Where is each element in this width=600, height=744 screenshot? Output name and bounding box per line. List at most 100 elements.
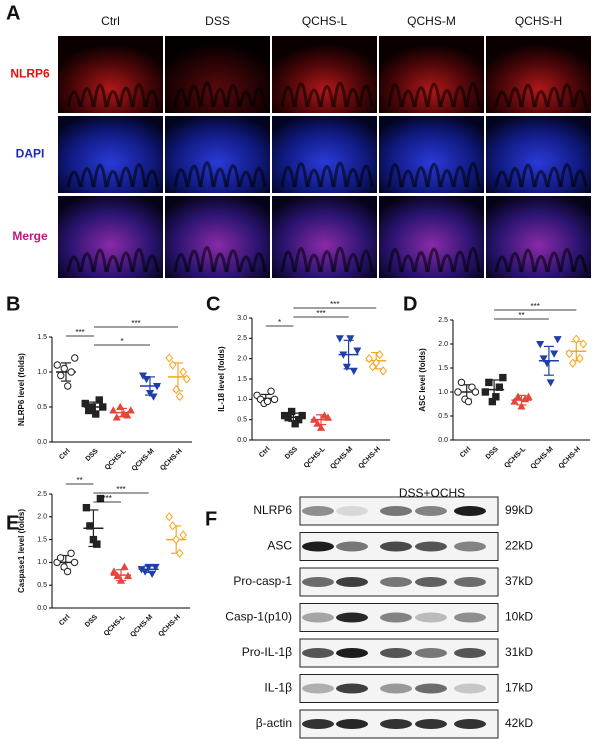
data-point — [56, 554, 65, 562]
tissue-fold — [494, 255, 510, 273]
y-tick-label: 2.5 — [237, 335, 247, 342]
tissue-fold — [173, 88, 189, 108]
size-label: 37kD — [505, 574, 533, 588]
dot-plot: D 0.0 0.5 1.0 1.5 2.0 2.5 ASC level (folds) Ctrl… — [403, 293, 590, 471]
row-label: NLRP6 — [10, 67, 50, 81]
tissue-fold — [186, 249, 202, 273]
data-point — [168, 360, 177, 370]
significance-label: *** — [103, 494, 112, 503]
data-point — [92, 410, 100, 418]
protein-label: Pro-IL-1β — [242, 645, 292, 659]
tissue-fold — [387, 163, 403, 188]
data-point — [335, 335, 344, 343]
y-axis-label: IL-18 level (folds) — [217, 346, 226, 412]
data-point — [123, 571, 133, 580]
blot-band — [302, 612, 334, 623]
data-point — [579, 339, 588, 349]
data-point — [339, 351, 348, 359]
tissue-fold — [251, 167, 267, 188]
data-point — [517, 402, 526, 410]
y-tick-label: 2.0 — [37, 514, 47, 521]
dot-plot: E 0.0 0.5 1.0 1.5 2.0 2.5 Caspase1 level (folds… — [6, 476, 190, 639]
data-point — [123, 411, 132, 419]
data-point — [142, 375, 151, 384]
micrograph — [272, 36, 377, 113]
panel-letter: F — [205, 508, 217, 530]
data-point — [471, 388, 480, 396]
data-point — [152, 382, 162, 391]
tissue-fold — [225, 164, 241, 188]
tissue-fold — [92, 83, 108, 108]
blot-band — [415, 506, 447, 516]
x-tick-label: Ctrl — [258, 446, 272, 460]
data-point — [485, 378, 493, 387]
tissue-fold — [413, 166, 429, 188]
data-point — [284, 413, 292, 422]
tissue-fold — [293, 82, 309, 108]
tissue-fold — [225, 249, 241, 273]
size-label: 17kD — [505, 681, 533, 695]
blot-band — [454, 541, 486, 552]
data-point — [365, 354, 374, 364]
x-tick-label: QCHS-L — [303, 445, 327, 469]
tissue-fold — [212, 252, 228, 273]
tissue-fold — [212, 87, 228, 108]
tissue-fold — [559, 83, 575, 108]
blot-band — [380, 648, 412, 658]
tissue-fold — [400, 89, 416, 108]
tissue-fold — [186, 164, 202, 188]
y-axis-label: NLRP6 level (folds) — [17, 353, 26, 426]
blot-frame — [299, 674, 499, 703]
x-tick-label: QCHS-H — [558, 446, 582, 470]
tissue-fold — [105, 170, 121, 188]
data-point — [168, 521, 177, 531]
blot-band — [302, 648, 334, 658]
tissue-fold — [439, 89, 455, 108]
significance-label: *** — [316, 309, 325, 318]
tissue-fold — [413, 251, 429, 273]
tissue-fold — [345, 253, 361, 273]
tissue-fold — [92, 163, 108, 188]
data-point — [86, 522, 94, 530]
significance-label: * — [120, 337, 123, 346]
tissue-fold — [507, 167, 523, 188]
data-point — [93, 540, 101, 548]
data-point — [320, 411, 329, 419]
micrograph — [272, 196, 377, 278]
y-tick-label: 2.5 — [37, 491, 47, 498]
tissue-fold — [144, 169, 160, 188]
data-point — [175, 391, 184, 402]
tissue-fold — [345, 168, 361, 188]
data-point — [99, 403, 107, 411]
data-point — [172, 534, 181, 545]
blot-band — [415, 577, 447, 587]
y-tick-label: 1.0 — [37, 369, 47, 376]
tissue-fold — [199, 246, 215, 273]
tissue-fold — [306, 253, 322, 273]
data-point — [71, 354, 79, 362]
tissue-fold — [358, 164, 374, 188]
tissue-fold — [465, 247, 481, 273]
column-label: QCHS-M — [407, 14, 456, 28]
tissue-fold — [332, 161, 348, 188]
y-axis-label: ASC level (folds) — [418, 348, 427, 412]
x-tick-label: DSS — [85, 448, 100, 463]
protein-label: β-actin — [256, 716, 292, 730]
y-tick-label: 2.0 — [237, 356, 247, 363]
protein-label: NLRP6 — [253, 503, 292, 517]
x-tick-label: QCHS-H — [157, 614, 181, 638]
data-point — [524, 392, 533, 400]
data-point — [287, 407, 296, 416]
data-point — [53, 361, 61, 369]
significance-label: ** — [76, 476, 82, 485]
y-tick-label: 0.5 — [438, 413, 448, 420]
tissue-fold — [118, 166, 134, 188]
micrograph — [165, 36, 270, 113]
size-label: 31kD — [505, 645, 533, 659]
data-point — [175, 548, 184, 558]
data-point — [263, 397, 272, 406]
tissue-fold — [319, 85, 335, 108]
tissue-fold — [465, 82, 481, 108]
significance-label: *** — [116, 485, 125, 494]
